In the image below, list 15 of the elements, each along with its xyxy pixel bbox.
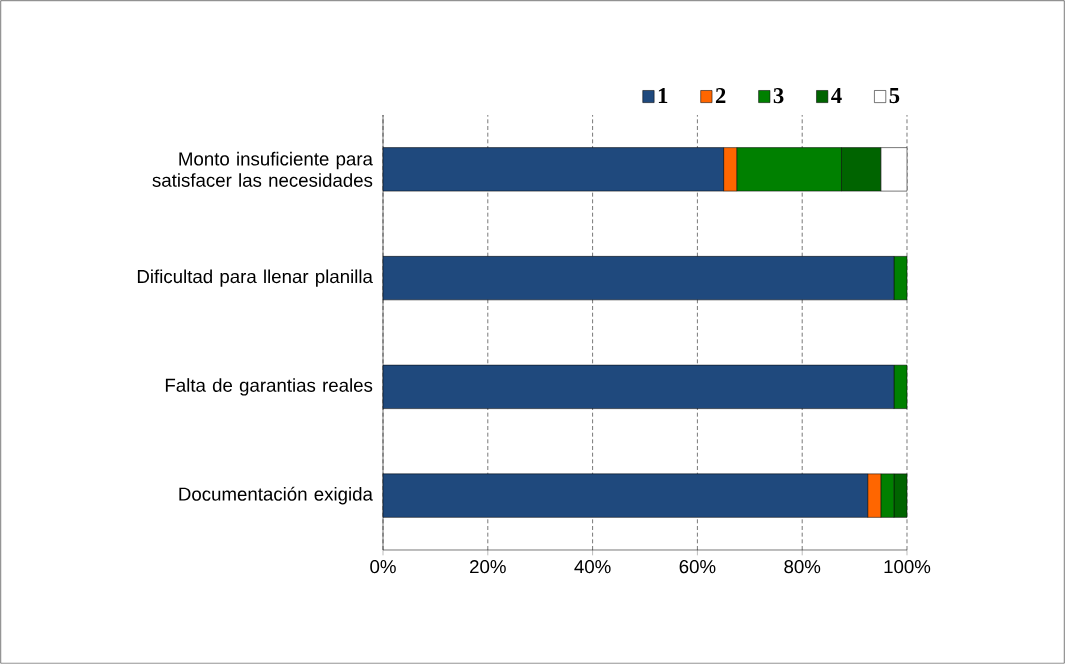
y-tick-label: Dificultad para llenar planilla [137, 269, 373, 287]
legend-label: 5 [889, 88, 900, 104]
legend-label: 3 [773, 88, 784, 104]
legend-label: 4 [831, 88, 842, 104]
x-tick-label: 60% [679, 560, 716, 574]
x-tick-label: 20% [470, 560, 506, 574]
legend-label: 2 [715, 88, 726, 104]
y-tick-label: Falta de garantias reales [165, 378, 373, 396]
x-tick-label: 100% [884, 560, 931, 574]
x-tick-label: 40% [574, 560, 611, 574]
x-tick-label: 80% [784, 560, 821, 574]
y-tick-label: Documentación exigida [179, 486, 373, 505]
x-tick-label: 0% [370, 560, 396, 574]
y-tick-label: Monto insuficiente para satisfacer las necesidades [152, 151, 373, 187]
legend-label: 1 [658, 88, 668, 104]
